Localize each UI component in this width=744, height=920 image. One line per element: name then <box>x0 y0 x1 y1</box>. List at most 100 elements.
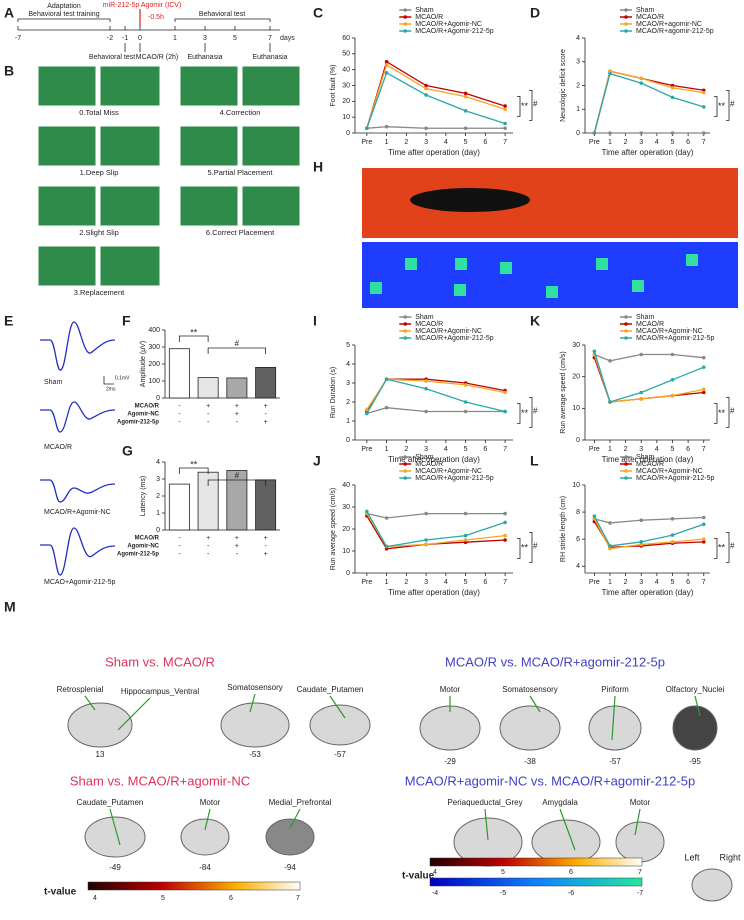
annotation: # <box>533 100 538 109</box>
group-sign: + <box>235 535 239 542</box>
group-sign: + <box>264 403 268 410</box>
colorbar-tick: -6 <box>568 890 574 897</box>
photo <box>37 185 97 227</box>
group-sign: - <box>264 543 267 550</box>
point <box>463 126 468 131</box>
annotation: ** <box>190 327 198 337</box>
legend-swatch <box>624 8 628 12</box>
y-tick-label: 0 <box>346 437 350 444</box>
point <box>701 390 706 395</box>
x-tick-label: 2 <box>404 139 408 146</box>
group-sign: + <box>235 543 239 550</box>
panel-label: H <box>313 159 323 175</box>
x-tick-label: 2 <box>404 579 408 586</box>
point <box>384 516 389 520</box>
photo <box>241 125 301 167</box>
x-tick-label: 4 <box>655 446 659 453</box>
colorbar-label: t-value <box>44 887 77 898</box>
photo <box>179 125 239 167</box>
significance-bracket <box>517 531 533 563</box>
group-sign: - <box>178 403 181 410</box>
brain-slice <box>180 818 230 856</box>
panel-label: F <box>122 313 131 329</box>
x-axis-label: Time after operation (day) <box>388 455 480 464</box>
legend-label: MCAO/R <box>636 461 664 468</box>
event-arrows <box>124 43 271 52</box>
event: MCAO/R (2h) <box>136 54 178 61</box>
y-tick-label: 10 <box>342 114 350 121</box>
point <box>608 521 612 525</box>
x-tick-label: 4 <box>655 139 659 146</box>
point <box>639 390 644 395</box>
gait-images <box>362 168 738 308</box>
phase: Behavioral test training <box>28 11 99 18</box>
y-axis-label: Run average speed (cm/s) <box>330 488 337 570</box>
brain-slice <box>499 705 561 751</box>
colorbar-label: t-value <box>402 871 435 882</box>
event: Euthanasia <box>187 54 222 61</box>
x-tick-label: 2 <box>624 579 628 586</box>
x-tick-label: 3 <box>639 139 643 146</box>
bar <box>255 366 277 399</box>
legend-label: Sham <box>415 454 433 461</box>
significance-bracket <box>714 90 730 121</box>
group-sign: + <box>264 535 268 542</box>
point <box>592 514 597 518</box>
caption: 4.Correction <box>220 108 261 117</box>
group-sign: - <box>264 411 267 418</box>
event: Behavioral test <box>89 54 135 61</box>
legend-swatch <box>403 22 408 26</box>
point <box>503 107 507 112</box>
significance-bracket <box>517 397 533 428</box>
trace-label: Sham <box>44 379 62 386</box>
photo <box>37 125 97 167</box>
legend-label: Sham <box>636 7 654 14</box>
point <box>424 542 428 547</box>
y-tick-label: 2 <box>156 493 160 500</box>
y-tick-label: 10 <box>342 548 350 555</box>
colorbar-tick: 6 <box>229 895 233 902</box>
x-tick-label: 4 <box>655 579 659 586</box>
bar <box>168 483 190 531</box>
event: Euthanasia <box>252 54 287 61</box>
x-tick-label: Pre <box>589 446 600 453</box>
legend-swatch <box>403 455 408 459</box>
x-axis-label: Time after operation (day) <box>602 588 694 597</box>
legend-label: Sham <box>415 7 433 14</box>
brain-slice <box>419 705 481 751</box>
timeline-brackets <box>17 18 271 22</box>
significance-bracket <box>517 90 533 121</box>
trace-label: MCAO/R+Agomir-NC <box>44 509 111 516</box>
photo <box>99 245 161 287</box>
region-label: Hippocampus_Ventral <box>121 687 199 696</box>
point <box>670 540 675 544</box>
region-label: Retrosplenial <box>57 685 104 694</box>
x-tick-label: 5 <box>464 139 468 146</box>
day: 5 <box>233 35 237 42</box>
point <box>384 405 389 410</box>
orientation: Left <box>684 852 700 862</box>
legend-label: MCAO/R+agomir-212-5p <box>636 28 714 35</box>
annotation: # <box>533 407 538 416</box>
point <box>701 105 706 109</box>
x-tick-label: 5 <box>464 446 468 453</box>
brain-slice <box>265 818 315 856</box>
day: 7 <box>268 35 272 42</box>
panel-label: C <box>313 5 323 21</box>
region-label: Somatosensory <box>227 683 283 692</box>
colorbar <box>429 857 643 867</box>
colorbar-tick: 7 <box>638 869 642 876</box>
point <box>424 126 428 131</box>
group-label: Agomir-212-5p <box>117 552 159 558</box>
y-tick-label: 50 <box>342 51 350 58</box>
point <box>503 121 507 126</box>
y-tick-label: 0 <box>576 130 580 137</box>
point <box>503 511 507 516</box>
point <box>384 377 389 382</box>
x-tick-label: 6 <box>483 139 487 146</box>
y-tick-label: 200 <box>148 361 160 368</box>
group-sign: - <box>178 551 181 558</box>
legend-swatch <box>403 15 408 19</box>
panel-label: B <box>4 63 14 79</box>
legend-swatch <box>624 469 628 473</box>
